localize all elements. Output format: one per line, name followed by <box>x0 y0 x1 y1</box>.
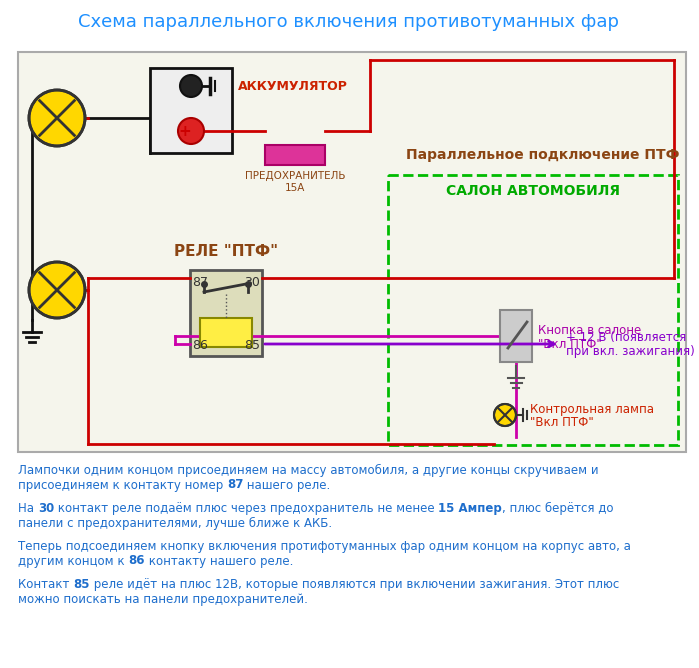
Text: Лампочки одним концом присоединяем на массу автомобиля, а другие концы скручивае: Лампочки одним концом присоединяем на ма… <box>18 464 598 477</box>
Bar <box>18 52 686 452</box>
Circle shape <box>494 404 516 426</box>
Text: На: На <box>18 502 38 515</box>
Text: 15 Ампер: 15 Ампер <box>438 502 502 515</box>
Circle shape <box>180 75 202 97</box>
Bar <box>500 310 532 362</box>
Text: Параллельное подключение ПТФ: Параллельное подключение ПТФ <box>406 148 679 162</box>
Bar <box>388 175 678 445</box>
Text: +: + <box>179 124 192 138</box>
Text: 87: 87 <box>192 276 208 289</box>
Text: Контакт: Контакт <box>18 578 73 591</box>
Text: АККУМУЛЯТОР: АККУМУЛЯТОР <box>238 79 348 92</box>
Bar <box>265 145 325 165</box>
Bar <box>190 270 262 356</box>
Text: Теперь подсоединяем кнопку включения протифотуманных фар одним концом на корпус : Теперь подсоединяем кнопку включения про… <box>18 540 631 553</box>
Text: 85: 85 <box>244 339 260 352</box>
Text: 86: 86 <box>192 339 208 352</box>
Text: 85: 85 <box>73 578 89 591</box>
Text: "Вкл ПТФ": "Вкл ПТФ" <box>538 339 602 351</box>
Text: САЛОН АВТОМОБИЛЯ: САЛОН АВТОМОБИЛЯ <box>446 184 620 198</box>
Text: нашего реле.: нашего реле. <box>243 478 331 492</box>
Text: ПРЕДОХРАНИТЕЛЬ: ПРЕДОХРАНИТЕЛЬ <box>245 171 345 181</box>
Bar <box>150 68 232 153</box>
Text: 30: 30 <box>38 502 54 515</box>
Text: при вкл. зажигания): при вкл. зажигания) <box>566 345 695 359</box>
Text: Схема параллельного включения противотуманных фар: Схема параллельного включения противотум… <box>78 13 619 31</box>
Text: 87: 87 <box>227 478 243 492</box>
Text: присоединяем к контакту номер: присоединяем к контакту номер <box>18 478 227 492</box>
Text: панели с предохранителями, лучше ближе к АКБ.: панели с предохранителями, лучше ближе к… <box>18 516 332 530</box>
Text: РЕЛЕ "ПТФ": РЕЛЕ "ПТФ" <box>174 244 278 259</box>
Text: можно поискать на панели предохранителей.: можно поискать на панели предохранителей… <box>18 593 308 605</box>
Text: реле идёт на плюс 12В, которые появляются при включении зажигания. Этот плюс: реле идёт на плюс 12В, которые появляютс… <box>89 578 619 591</box>
Text: 86: 86 <box>129 554 145 568</box>
Circle shape <box>29 262 85 318</box>
Text: + 12 В (появляется: + 12 В (появляется <box>566 331 686 345</box>
Text: , плюс берётся до: , плюс берётся до <box>502 502 614 515</box>
Text: Контрольная лампа: Контрольная лампа <box>530 403 654 417</box>
Bar <box>200 318 252 347</box>
Circle shape <box>29 90 85 146</box>
Text: Кнопка в салоне: Кнопка в салоне <box>538 325 641 337</box>
Text: "Вкл ПТФ": "Вкл ПТФ" <box>530 417 593 430</box>
Text: другим концом к: другим концом к <box>18 554 129 568</box>
Text: контакту нашего реле.: контакту нашего реле. <box>145 554 294 568</box>
Text: контакт реле подаём плюс через предохранитель не менее: контакт реле подаём плюс через предохран… <box>54 502 438 515</box>
Circle shape <box>178 118 204 144</box>
Text: 30: 30 <box>244 276 260 289</box>
Text: 15А: 15А <box>284 183 305 193</box>
